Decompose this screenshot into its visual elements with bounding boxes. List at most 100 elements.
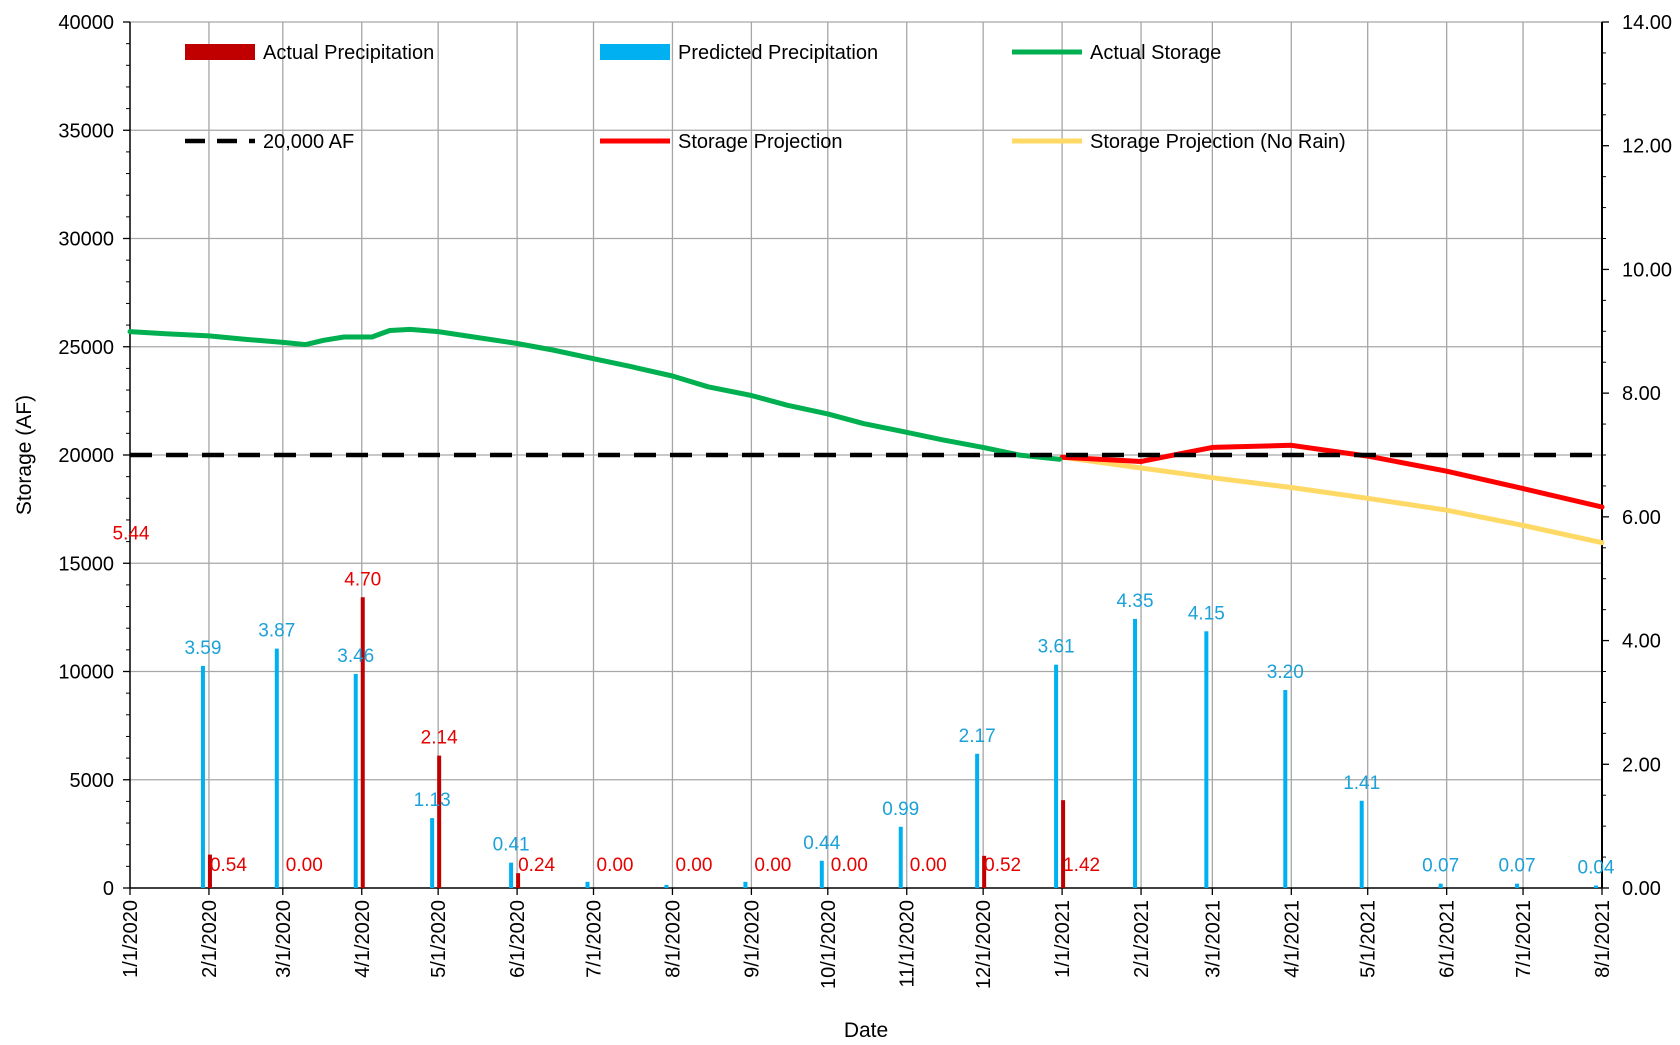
storage-projection-line <box>1059 442 1605 510</box>
actual-precipitation-label: 0.52 <box>984 855 1021 876</box>
x-tick-label: 10/1/2020 <box>818 900 840 989</box>
predicted-precipitation-label: 4.35 <box>1117 591 1154 612</box>
actual-precipitation-bar <box>207 854 212 888</box>
x-tick-label: 6/1/2021 <box>1437 900 1459 978</box>
legend-label: Storage Projection <box>678 131 843 153</box>
x-tick-label: 5/1/2021 <box>1358 900 1380 978</box>
y-left-tick-label: 35000 <box>58 120 114 142</box>
predicted-precipitation-label: 1.41 <box>1343 773 1380 794</box>
predicted-precipitation-bar <box>1359 800 1364 888</box>
legend-swatch <box>185 44 255 60</box>
actual-precipitation-label: 0.00 <box>597 855 634 876</box>
y-left-tick-label: 15000 <box>58 553 114 575</box>
y-right-tick-label: 6.00 <box>1622 507 1661 529</box>
actual-precipitation-label: 0.24 <box>518 855 555 876</box>
predicted-precipitation-label: 0.07 <box>1499 856 1536 877</box>
storage-projection-no-rain-line <box>1059 454 1605 546</box>
predicted-precipitation-bar <box>975 753 980 888</box>
predicted-precipitation-bar <box>1133 618 1138 888</box>
y-left-tick-label: 20000 <box>58 445 114 467</box>
predicted-precipitation-bar <box>585 881 590 888</box>
x-tick-label: 1/1/2020 <box>120 900 142 978</box>
predicted-precipitation-bar <box>1204 631 1209 888</box>
predicted-precipitation-bar <box>1438 883 1443 888</box>
actual-precipitation-label: 0.00 <box>831 855 868 876</box>
actual-precipitation-bar <box>1061 800 1066 888</box>
predicted-precipitation-bar <box>274 648 279 888</box>
predicted-precipitation-bar <box>743 881 748 888</box>
y-right-tick-label: 10.00 <box>1622 259 1672 281</box>
actual-storage-line <box>127 326 1063 462</box>
predicted-precipitation-label: 0.07 <box>1422 856 1459 877</box>
y-left-tick-label: 0 <box>103 878 114 900</box>
actual-precipitation-label: 1.42 <box>1063 855 1100 876</box>
legend-label: Storage Projection (No Rain) <box>1090 131 1346 153</box>
predicted-precipitation-label: 3.46 <box>337 646 374 667</box>
predicted-precipitation-bar <box>1283 690 1288 888</box>
x-tick-label: 9/1/2020 <box>741 900 763 978</box>
predicted-precipitation-bar <box>819 860 824 888</box>
actual-precipitation-label: 4.70 <box>344 569 381 590</box>
x-tick-label: 5/1/2020 <box>428 900 450 978</box>
y-right-tick-label: 2.00 <box>1622 754 1661 776</box>
y-left-tick-label: 30000 <box>58 229 114 251</box>
predicted-precipitation-bar <box>353 673 358 888</box>
predicted-precipitation-bar <box>1054 664 1059 888</box>
x-tick-label: 8/1/2020 <box>662 900 684 978</box>
x-axis-title: Date <box>844 1019 888 1042</box>
predicted-precipitation-label: 0.04 <box>1578 858 1615 879</box>
y-left-tick-label: 40000 <box>58 12 114 34</box>
actual-precipitation-label: 5.44 <box>113 523 150 544</box>
x-tick-label: 7/1/2020 <box>584 900 606 978</box>
legend-label: Actual Precipitation <box>263 42 434 64</box>
predicted-precipitation-label: 0.41 <box>493 835 530 856</box>
legend-swatch <box>600 44 670 60</box>
y-left-tick-label: 5000 <box>70 770 115 792</box>
x-tick-label: 3/1/2021 <box>1202 900 1224 978</box>
predicted-precipitation-bar <box>200 665 205 888</box>
x-tick-label: 1/1/2021 <box>1052 900 1074 978</box>
predicted-precipitation-label: 2.17 <box>959 726 996 747</box>
predicted-precipitation-bar <box>430 818 435 888</box>
actual-precipitation-bar <box>982 855 987 888</box>
x-tick-label: 3/1/2020 <box>273 900 295 978</box>
legend-label: Actual Storage <box>1090 42 1221 64</box>
actual-precipitation-label: 0.00 <box>910 855 947 876</box>
predicted-precipitation-label: 3.59 <box>184 638 221 659</box>
y-right-tick-label: 8.00 <box>1622 383 1661 405</box>
actual-precipitation-bar <box>516 873 521 888</box>
actual-precipitation-label: 0.00 <box>675 855 712 876</box>
actual-precipitation-bar <box>437 755 442 888</box>
actual-precipitation-label: 0.00 <box>286 855 323 876</box>
predicted-precipitation-label: 0.44 <box>803 833 840 854</box>
predicted-precipitation-label: 1.13 <box>414 790 451 811</box>
actual-precipitation-label: 0.54 <box>210 855 247 876</box>
actual-precipitation-label: 0.00 <box>754 855 791 876</box>
predicted-precipitation-bar <box>1515 883 1520 888</box>
predicted-precipitation-bar <box>1594 885 1598 888</box>
y-right-tick-label: 0.00 <box>1622 878 1661 900</box>
legend-label: 20,000 AF <box>263 131 354 153</box>
x-tick-label: 4/1/2021 <box>1281 900 1303 978</box>
x-tick-label: 6/1/2020 <box>507 900 529 978</box>
predicted-precipitation-label: 4.15 <box>1188 603 1225 624</box>
actual-precipitation-label: 2.14 <box>421 728 458 749</box>
legend-label: Predicted Precipitation <box>678 42 878 64</box>
x-tick-label: 8/1/2021 <box>1592 900 1614 978</box>
x-tick-label: 7/1/2021 <box>1513 900 1535 978</box>
x-tick-label: 4/1/2020 <box>352 900 374 978</box>
y-right-tick-label: 14.00 <box>1622 12 1672 34</box>
y-left-tick-label: 10000 <box>58 662 114 684</box>
x-tick-label: 2/1/2021 <box>1131 900 1153 978</box>
y-axis-title: Storage (AF) <box>13 395 36 515</box>
predicted-precipitation-bar <box>898 826 903 888</box>
predicted-precipitation-bar <box>664 884 669 888</box>
predicted-precipitation-label: 0.99 <box>882 799 919 820</box>
x-tick-label: 2/1/2020 <box>199 900 221 978</box>
predicted-precipitation-label: 3.87 <box>258 621 295 642</box>
x-tick-label: 11/1/2020 <box>897 900 919 988</box>
y-left-tick-label: 25000 <box>58 337 114 359</box>
predicted-precipitation-label: 3.20 <box>1267 662 1304 683</box>
